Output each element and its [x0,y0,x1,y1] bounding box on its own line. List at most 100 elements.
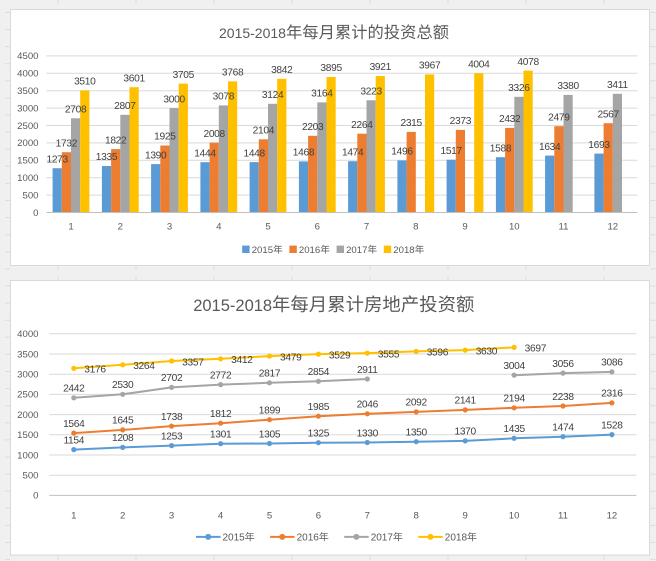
svg-text:3842: 3842 [271,65,293,76]
svg-text:3124: 3124 [262,90,284,101]
svg-text:1468: 1468 [293,148,315,159]
svg-text:4000: 4000 [17,69,38,80]
svg-text:3086: 3086 [601,358,623,369]
svg-text:1305: 1305 [259,429,281,440]
svg-text:7: 7 [364,221,369,232]
svg-text:12: 12 [607,221,618,232]
svg-text:3510: 3510 [74,77,96,88]
svg-text:2479: 2479 [548,112,570,123]
svg-text:11: 11 [559,221,569,232]
svg-text:3697: 3697 [525,344,547,355]
svg-text:1444: 1444 [194,148,216,159]
svg-text:4000: 4000 [17,329,38,340]
svg-text:3630: 3630 [476,346,498,357]
svg-text:5: 5 [267,510,272,521]
svg-text:3411: 3411 [607,80,628,91]
svg-text:1496: 1496 [391,147,413,158]
svg-text:2316: 2316 [601,389,623,400]
svg-text:1500: 1500 [17,430,38,441]
svg-text:2238: 2238 [552,392,574,403]
svg-text:2015: 2015 [252,245,273,256]
svg-text:7: 7 [365,510,370,521]
svg-text:6: 6 [315,221,320,232]
svg-text:1528: 1528 [601,420,623,431]
svg-text:2000: 2000 [17,138,38,149]
svg-text:3500: 3500 [17,349,38,360]
svg-text:2530: 2530 [112,380,134,391]
svg-text:2807: 2807 [114,101,136,112]
svg-text:3479: 3479 [280,352,302,363]
svg-text:2203: 2203 [302,122,324,133]
svg-text:1732: 1732 [56,138,78,149]
svg-text:3: 3 [169,510,174,521]
svg-text:1390: 1390 [145,150,167,161]
svg-text:1370: 1370 [454,427,476,438]
svg-text:3264: 3264 [133,361,155,372]
svg-text:3000: 3000 [163,94,185,105]
svg-text:1330: 1330 [357,428,379,439]
svg-text:1350: 1350 [405,428,427,439]
svg-text:4: 4 [216,221,222,232]
svg-text:10: 10 [509,510,520,521]
svg-text:2016: 2016 [297,532,320,543]
svg-text:2017: 2017 [346,245,367,256]
svg-text:2016: 2016 [299,245,320,256]
svg-text:2008: 2008 [203,129,225,140]
svg-text:3412: 3412 [231,355,253,366]
svg-text:2018: 2018 [445,532,468,543]
svg-text:2500: 2500 [17,121,38,132]
svg-text:2817: 2817 [259,369,281,380]
svg-text:2373: 2373 [450,116,472,127]
svg-text:1925: 1925 [154,132,176,143]
svg-text:1693: 1693 [588,140,610,151]
svg-text:1301: 1301 [210,430,232,441]
svg-text:3705: 3705 [173,70,195,81]
svg-text:2708: 2708 [65,105,87,116]
svg-text:2141: 2141 [454,396,476,407]
svg-text:2772: 2772 [210,370,232,381]
svg-text:3380: 3380 [557,81,579,92]
svg-text:1335: 1335 [96,152,118,163]
svg-text:2015-2018: 2015-2018 [193,297,272,315]
svg-text:1: 1 [71,510,76,521]
svg-text:1985: 1985 [308,402,330,413]
svg-text:1000: 1000 [17,173,38,184]
svg-text:2092: 2092 [405,398,427,409]
svg-text:1517: 1517 [440,146,462,157]
svg-text:4: 4 [218,510,224,521]
svg-text:1325: 1325 [308,429,330,440]
svg-text:1154: 1154 [63,435,84,446]
svg-text:9: 9 [463,510,468,521]
svg-text:5: 5 [265,221,270,232]
svg-text:1812: 1812 [210,409,232,420]
svg-text:1273: 1273 [46,154,68,165]
svg-text:1588: 1588 [490,143,512,154]
svg-text:1435: 1435 [503,424,525,435]
svg-text:1500: 1500 [17,156,38,167]
svg-text:2702: 2702 [161,373,183,384]
svg-text:4500: 4500 [17,51,38,62]
svg-text:3000: 3000 [17,370,38,381]
svg-text:0: 0 [33,208,38,219]
svg-text:3500: 3500 [17,86,38,97]
svg-text:3326: 3326 [508,83,530,94]
svg-text:3601: 3601 [123,73,145,84]
svg-text:8: 8 [414,510,419,521]
svg-text:500: 500 [22,190,38,201]
svg-text:3164: 3164 [311,89,333,100]
svg-text:1899: 1899 [259,406,281,417]
svg-text:3004: 3004 [503,361,525,372]
svg-text:3529: 3529 [329,350,351,361]
svg-text:3078: 3078 [213,92,235,103]
svg-text:2194: 2194 [503,394,525,405]
svg-text:2000: 2000 [17,410,38,421]
svg-text:4004: 4004 [468,59,490,70]
svg-text:3768: 3768 [222,68,244,79]
svg-text:3223: 3223 [360,87,382,98]
svg-text:11: 11 [558,510,568,521]
svg-text:3555: 3555 [378,349,400,360]
svg-text:2015-2018: 2015-2018 [219,25,286,41]
svg-text:2: 2 [118,221,123,232]
svg-text:1474: 1474 [552,423,574,434]
svg-text:2: 2 [120,510,125,521]
